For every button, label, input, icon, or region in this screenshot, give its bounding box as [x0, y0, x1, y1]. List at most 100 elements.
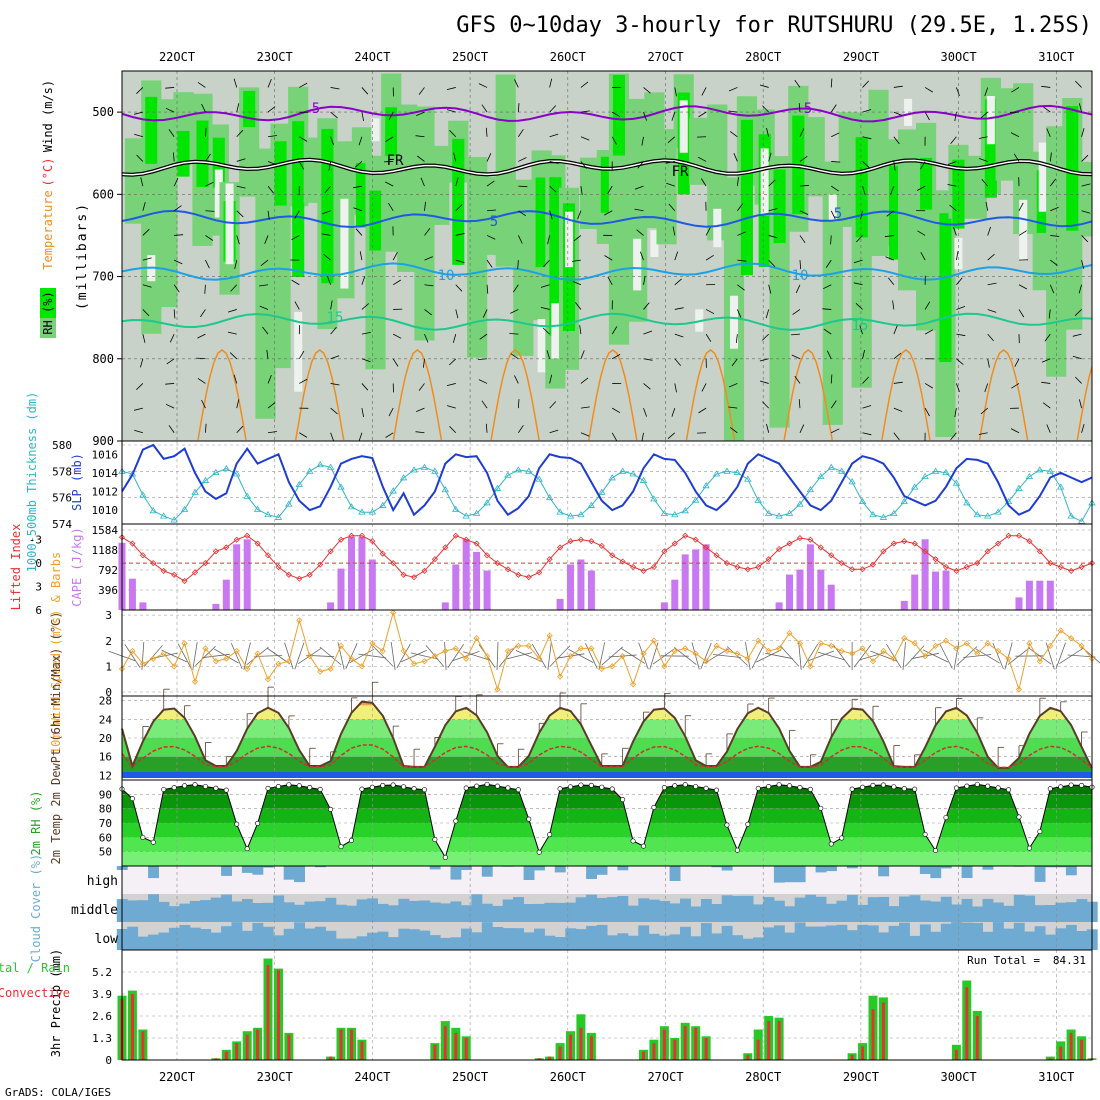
rh-marker [578, 782, 584, 788]
chart-title: GFS 0~10day 3-hourly for RUTSHURU (29.5E… [456, 13, 1092, 38]
cloud-bar [784, 866, 796, 883]
wind-barb [547, 235, 551, 245]
rh-shade-dark [939, 213, 952, 362]
cloud-bar [450, 901, 462, 922]
wind-barb [136, 87, 144, 94]
wind-barb [455, 284, 463, 292]
precip-convective-bar [850, 1054, 854, 1060]
wind-barb [978, 136, 988, 139]
wind-barb [768, 152, 772, 162]
wind-barb [299, 82, 308, 88]
wind-barb [353, 185, 362, 189]
precip-convective-bar [339, 1029, 343, 1060]
lifted-index-marker [849, 566, 856, 573]
wind-barb [392, 358, 399, 367]
cape-bar [212, 603, 220, 610]
lifted-index-marker [1036, 548, 1043, 555]
cloud-bar [659, 935, 671, 950]
wind-barb [482, 309, 488, 318]
wind-barb [856, 235, 863, 243]
precip-convective-bar [277, 970, 280, 1060]
wind-barb [423, 358, 425, 368]
wind-barb [580, 136, 590, 141]
wind-speed-marker [442, 647, 449, 655]
wind-barb [140, 358, 144, 368]
rh-marker [734, 847, 740, 853]
wind-barb [950, 136, 957, 144]
wind-barb [197, 333, 206, 339]
rh-marker [307, 785, 313, 791]
cloud-bar [878, 866, 890, 877]
lifted-index-marker [223, 544, 230, 551]
pressure-tick-label: 700 [92, 270, 114, 284]
precip-tick-label: 1.3 [92, 1032, 112, 1045]
isotherm-label: 5 [490, 214, 498, 230]
lifted-index-marker [171, 571, 178, 578]
temperature-axis: 12 16 20 24 28 [99, 695, 113, 783]
thickness-marker [180, 505, 189, 512]
wind-barb [205, 127, 207, 137]
cloud-bar [972, 906, 983, 922]
wind-barb [1018, 202, 1024, 211]
wind-10m-barb [765, 652, 793, 660]
cloud-bar [648, 933, 660, 950]
lifted-index-marker [504, 566, 511, 573]
wind-speed-marker [431, 653, 438, 660]
lifted-index-marker [682, 532, 689, 539]
cloud-bar [627, 935, 639, 950]
rh-marker [505, 785, 511, 791]
rh-shade-dark [612, 74, 626, 156]
wind-barb [667, 432, 676, 440]
thickness-tick-label: 574 [52, 518, 72, 531]
thickness-marker [764, 509, 773, 516]
date-label-bottom: 22OCT [159, 1070, 195, 1084]
wind-barb [486, 153, 492, 162]
wind-10m-barb [568, 649, 594, 663]
wind-speed-marker [640, 650, 647, 657]
cloud-bar [241, 866, 253, 873]
wind-barb [607, 185, 613, 195]
cloud-bar [1045, 905, 1056, 922]
lifted-index-marker [786, 540, 793, 547]
cloud-bar [262, 866, 274, 868]
rh-marker [787, 783, 793, 789]
cloud-bar [189, 900, 201, 922]
wind-barb [518, 210, 527, 217]
wind-barb [236, 103, 240, 113]
lifted-index-marker [640, 567, 647, 574]
wind-speed-marker [191, 678, 199, 685]
precip-convective-bar [235, 1043, 239, 1060]
thickness-marker [754, 496, 762, 503]
rh-shade-light [986, 96, 995, 145]
cloud-bar [419, 930, 431, 950]
temperature-axis-label: 2m Temp 2m DewPt (6hr Min/Max) (°C) [49, 612, 63, 865]
wind-barb [705, 254, 714, 261]
cloud-bar [617, 933, 629, 950]
wind-speed-marker [1068, 635, 1075, 642]
lifted-index-marker [755, 563, 762, 571]
cape-bars [118, 536, 1054, 610]
lifted-index-marker [734, 563, 741, 571]
rh-marker [860, 784, 866, 790]
rh-shade-dark [145, 96, 158, 164]
wind-barb [1074, 309, 1082, 316]
rh-marker [933, 848, 939, 854]
lifted-index-marker [963, 563, 970, 571]
rh-marker [776, 782, 782, 788]
cloud-layer-label: middle [71, 903, 118, 918]
wind-barb [330, 300, 333, 310]
wind-speed-marker [296, 617, 303, 624]
cloud-bar [586, 894, 597, 922]
wind-barb [359, 251, 363, 261]
wind-barb [518, 425, 524, 434]
wind-speed-marker [807, 663, 814, 670]
rh-marker [943, 815, 949, 821]
upper-air-panel: 5 5 FR FR 5 5 10 10 15 15 500 600 700 800 900 (millib… [40, 70, 1093, 448]
wind-barb [1018, 284, 1028, 290]
thickness-marker [472, 509, 481, 516]
wind-barb [665, 161, 675, 164]
wind-barb [518, 129, 524, 138]
cape-tick-label: 396 [98, 584, 118, 597]
lifted-index-marker [556, 544, 564, 551]
cape-bar [1025, 580, 1033, 610]
